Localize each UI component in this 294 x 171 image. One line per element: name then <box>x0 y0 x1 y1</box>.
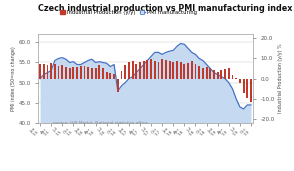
Bar <box>139 62 141 79</box>
Bar <box>91 68 93 79</box>
Bar <box>220 70 222 79</box>
Bar <box>206 67 208 79</box>
Bar <box>124 64 126 79</box>
Bar <box>235 78 237 79</box>
Text: Czech industrial production vs PMI manufacturing index: Czech industrial production vs PMI manuf… <box>38 4 293 13</box>
Bar <box>121 71 122 79</box>
Bar <box>39 63 41 79</box>
Bar <box>243 79 245 93</box>
Bar <box>232 75 233 79</box>
Bar <box>217 72 219 79</box>
Bar <box>87 67 89 79</box>
Bar <box>183 63 185 79</box>
Bar <box>50 63 52 79</box>
Bar <box>239 79 241 83</box>
Bar <box>195 63 196 79</box>
Bar <box>150 60 152 79</box>
Bar <box>158 62 159 79</box>
Bar <box>202 68 204 79</box>
Bar <box>72 67 74 79</box>
Bar <box>109 73 111 79</box>
Y-axis label: PMI index (50=no change): PMI index (50=no change) <box>11 46 16 111</box>
Bar <box>228 68 230 79</box>
Bar <box>250 79 252 102</box>
Y-axis label: Industrial Production (y/y) %: Industrial Production (y/y) % <box>278 44 283 114</box>
Bar <box>80 65 82 79</box>
Bar <box>113 74 115 79</box>
Bar <box>161 60 163 79</box>
Bar <box>165 61 167 79</box>
Bar <box>224 69 226 79</box>
Bar <box>54 63 56 79</box>
Bar <box>46 64 49 79</box>
Bar <box>180 62 182 79</box>
Legend: Industrial Production (y/y), PMI manufacturing: Industrial Production (y/y), PMI manufac… <box>60 10 197 15</box>
Bar <box>43 64 45 79</box>
Bar <box>76 67 78 79</box>
Bar <box>106 72 108 79</box>
Bar <box>132 62 133 79</box>
Bar <box>98 65 100 79</box>
Bar <box>61 65 63 79</box>
Bar <box>172 62 174 79</box>
Bar <box>246 79 248 98</box>
Bar <box>191 62 193 79</box>
Bar <box>135 63 137 79</box>
Bar <box>213 70 215 79</box>
Bar <box>65 67 67 79</box>
Bar <box>69 68 71 79</box>
Bar <box>176 62 178 79</box>
Text: source: IHS Markit, National statistics office: source: IHS Markit, National statistics … <box>53 121 148 125</box>
Bar <box>209 68 211 79</box>
Bar <box>198 65 200 79</box>
Bar <box>146 61 148 79</box>
Bar <box>154 61 156 79</box>
Bar <box>169 62 171 79</box>
Bar <box>187 63 189 79</box>
Bar <box>128 62 130 79</box>
Bar <box>58 65 59 79</box>
Bar <box>143 62 145 79</box>
Bar <box>95 68 96 79</box>
Bar <box>83 66 85 79</box>
Bar <box>117 79 119 92</box>
Bar <box>102 68 104 79</box>
